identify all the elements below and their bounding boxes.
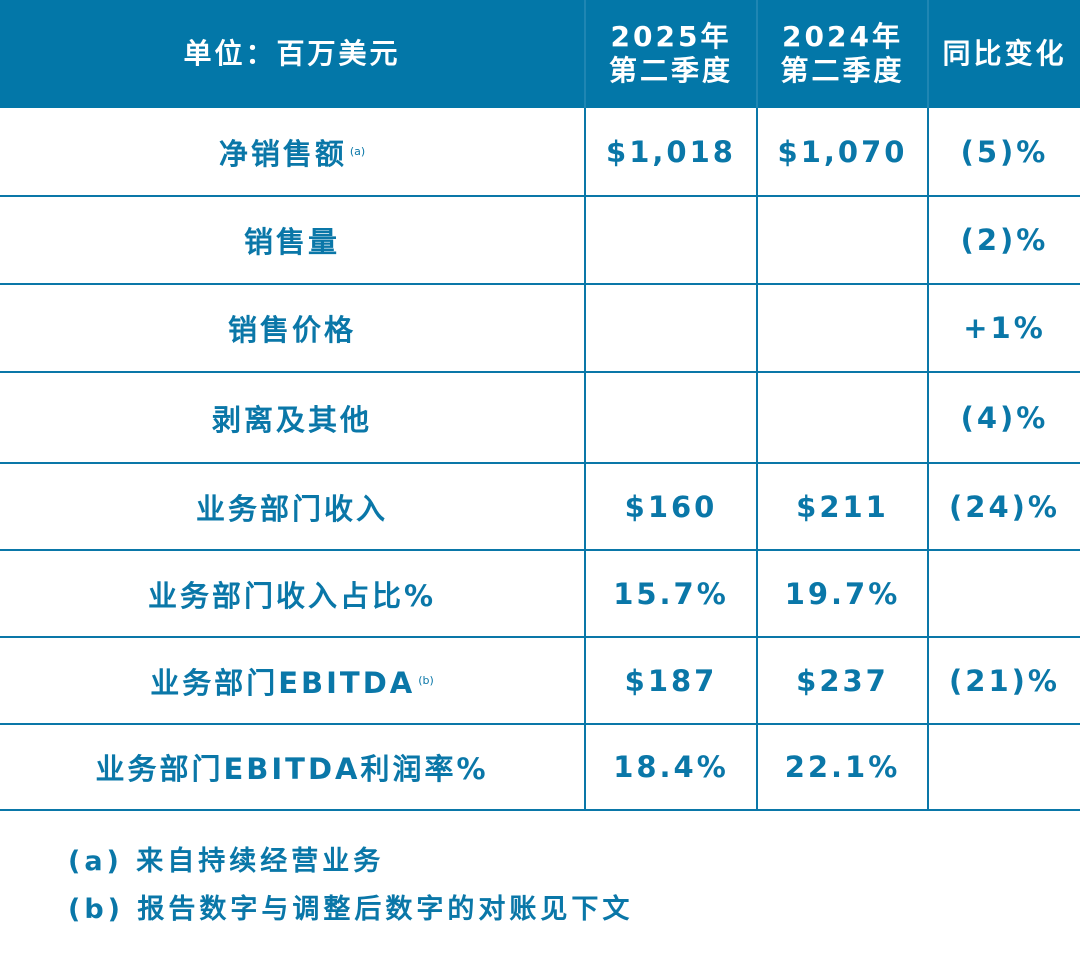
table-row: 剥离及其他 (4)%: [0, 373, 1080, 464]
table-row: 销售价格 +1%: [0, 285, 1080, 373]
row-label: 业务部门EBITDA利润率%: [0, 725, 584, 809]
header-2025-quarter: 第二季度: [608, 54, 733, 87]
value-yoy-change: (4)%: [927, 373, 1080, 462]
table-row: 销售量 (2)%: [0, 197, 1080, 285]
row-label: 净销售额 (a): [0, 108, 584, 195]
row-label-text: 销售价格: [227, 313, 356, 347]
table-row: 业务部门收入 $160 $211 (24)%: [0, 464, 1080, 551]
value-2024: [756, 373, 927, 462]
row-label-text: 销售量: [243, 225, 340, 259]
row-label-text: 业务部门收入: [195, 491, 388, 526]
footnote-a: (a) 来自持续经营业务: [68, 846, 385, 877]
value-2025: $160: [584, 464, 756, 549]
table-header: 单位：百万美元 2025年 第二季度 2024年 第二季度 同比变化: [0, 0, 1080, 108]
value-2025: 15.7%: [584, 551, 756, 636]
footnote-b: (b) 报告数字与调整后数字的对账见下文: [68, 894, 634, 925]
value-yoy-change: [927, 551, 1080, 636]
header-2025-year: 2025年: [610, 20, 732, 53]
value-yoy-change: (21)%: [927, 638, 1080, 723]
row-label: 销售量: [0, 197, 584, 283]
value-2025: 18.4%: [584, 725, 756, 809]
table-row: 业务部门收入占比% 15.7% 19.7%: [0, 551, 1080, 638]
value-yoy-change: (5)%: [927, 108, 1080, 195]
row-label: 业务部门收入: [0, 464, 584, 549]
row-label: 剥离及其他: [0, 373, 584, 462]
value-yoy-change: +1%: [927, 285, 1080, 371]
value-yoy-change: (2)%: [927, 197, 1080, 283]
value-2025: $187: [584, 638, 756, 723]
value-yoy-change: (24)%: [927, 464, 1080, 549]
value-yoy-change: [927, 725, 1080, 809]
row-label: 销售价格: [0, 285, 584, 371]
value-2025: $1,018: [584, 108, 756, 195]
row-label: 业务部门收入占比%: [0, 551, 584, 636]
row-label-text: 业务部门EBITDA: [150, 665, 416, 700]
value-2025: [584, 373, 756, 462]
value-2024: $1,070: [756, 108, 927, 195]
row-label-text: 业务部门EBITDA利润率%: [95, 752, 489, 786]
header-2024-quarter: 第二季度: [780, 54, 905, 87]
value-2024: 22.1%: [756, 725, 927, 809]
financial-table: 单位：百万美元 2025年 第二季度 2024年 第二季度 同比变化 净销售额 (a)…: [0, 0, 1080, 811]
value-2024: 19.7%: [756, 551, 927, 636]
value-2024: [756, 197, 927, 283]
footnote-marker: (a): [349, 145, 366, 158]
footnotes: (a) 来自持续经营业务 (b) 报告数字与调整后数字的对账见下文: [68, 838, 633, 934]
row-label-text: 业务部门收入占比%: [147, 578, 437, 613]
value-2024: $237: [756, 638, 927, 723]
header-2024-q2: 2024年 第二季度: [756, 0, 927, 108]
table-row: 业务部门EBITDA (b) $187 $237 (21)%: [0, 638, 1080, 725]
footnote-marker: (b): [418, 674, 434, 687]
row-label-text: 净销售额: [218, 136, 347, 171]
header-yoy-change: 同比变化: [927, 0, 1080, 108]
value-2025: [584, 285, 756, 371]
row-label: 业务部门EBITDA (b): [0, 638, 584, 723]
header-2024-year: 2024年: [782, 20, 903, 53]
header-unit: 单位：百万美元: [183, 37, 401, 70]
table-row: 业务部门EBITDA利润率% 18.4% 22.1%: [0, 725, 1080, 811]
table-row: 净销售额 (a) $1,018 $1,070 (5)%: [0, 108, 1080, 197]
value-2025: [584, 197, 756, 283]
value-2024: $211: [756, 464, 927, 549]
value-2024: [756, 285, 927, 371]
row-label-text: 剥离及其他: [211, 402, 372, 437]
header-2025-q2: 2025年 第二季度: [584, 0, 756, 108]
